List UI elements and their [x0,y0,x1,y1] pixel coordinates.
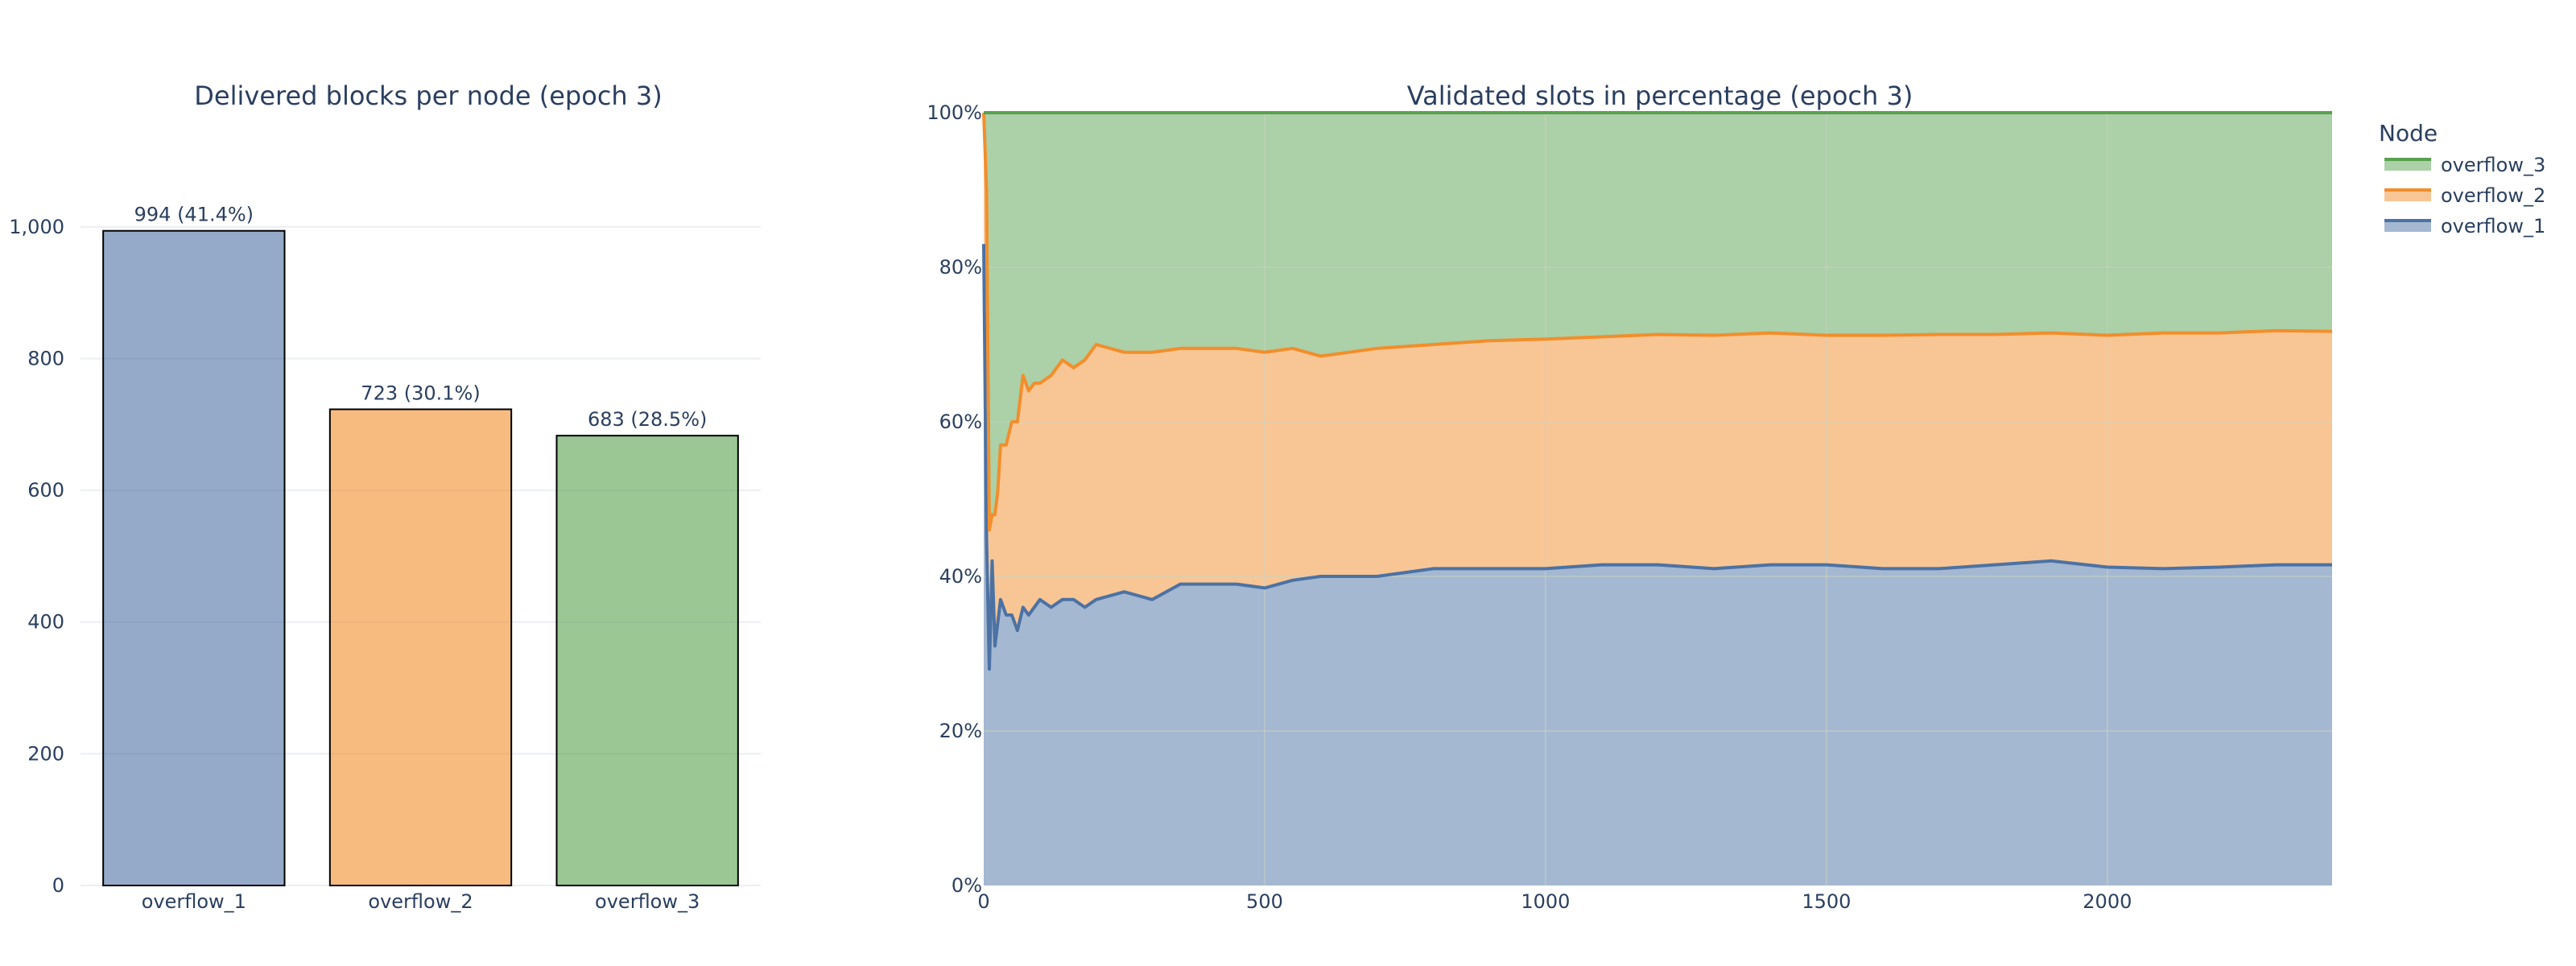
area-chart-gridlines [984,113,2332,886]
area-x-tick-label: 0 [977,890,989,913]
bar-chart-data-labels: 994 (41.4%) 723 (30.1%) 683 (28.5%) [134,204,708,431]
bar-y-tick-label: 200 [27,742,64,765]
bar-chart-bars [102,229,739,887]
bar-y-tick-label: 600 [27,479,64,502]
area-chart: Validated slots in percentage (epoch 3) … [927,80,2333,913]
legend-label-overflow_1: overflow_1 [2441,215,2545,237]
area-x-tick-label: 1000 [1521,890,1570,913]
area-y-tick-label: 80% [939,256,982,279]
area-chart-fills [984,113,2332,886]
bar-chart-x-ticks: overflow_1 overflow_2 overflow_3 [142,890,700,913]
legend-swatch-overflow_1 [2384,221,2431,232]
bar-x-tick-label: overflow_2 [368,890,473,913]
area-x-tick-label: 500 [1246,890,1283,913]
area-line-overflow_1 [982,244,2332,671]
area-y-tick-label: 100% [927,101,982,124]
legend-title: Node [2379,120,2438,147]
bar-x-tick-label: overflow_1 [142,890,246,913]
legend-label-overflow_3: overflow_3 [2441,154,2545,176]
area-fill-overflow_3 [984,113,2332,530]
bar-y-tick-label: 0 [52,874,64,897]
area-chart-lines [982,111,2333,671]
area-chart-y-ticks: 0% 20% 40% 60% 80% 100% [927,101,982,897]
area-y-tick-label: 40% [939,565,982,588]
bar-y-tick-label: 1,000 [9,216,64,238]
bar-overflow_3 [555,435,739,886]
area-fill-overflow_2 [984,113,2332,670]
bar-overflow_1 [102,229,286,886]
area-x-tick-label: 2000 [2083,890,2132,913]
bar-chart: Delivered blocks per node (epoch 3) 0 200… [9,80,761,913]
bar-data-label: 994 (41.4%) [134,204,254,226]
area-chart-title: Validated slots in percentage (epoch 3) [1407,80,1913,111]
area-y-tick-label: 60% [939,411,982,433]
bar-data-label: 683 (28.5%) [588,408,707,431]
area-x-tick-label: 1500 [1802,890,1851,913]
bar-data-label: 723 (30.1%) [361,382,480,404]
area-line-overflow_2 [982,112,2333,532]
bar-x-tick-label: overflow_3 [595,890,700,913]
bar-chart-title: Delivered blocks per node (epoch 3) [194,80,662,111]
area-y-tick-label: 20% [939,720,982,742]
area-chart-x-ticks: 0 500 1000 1500 2000 [977,890,2132,913]
area-y-tick-label: 0% [952,874,982,897]
bar-chart-y-ticks: 0 200 400 600 800 1,000 [9,216,64,897]
legend-label-overflow_2: overflow_2 [2441,184,2545,207]
legend-swatch-overflow_3 [2384,159,2431,171]
bar-y-tick-label: 400 [27,611,64,634]
bar-y-tick-label: 800 [27,347,64,369]
legend: Node overflow_3 overflow_2 overflow_1 [2379,120,2545,237]
legend-items: overflow_3 overflow_2 overflow_1 [2384,154,2545,237]
legend-swatch-overflow_2 [2384,190,2431,201]
bar-overflow_2 [328,408,513,887]
